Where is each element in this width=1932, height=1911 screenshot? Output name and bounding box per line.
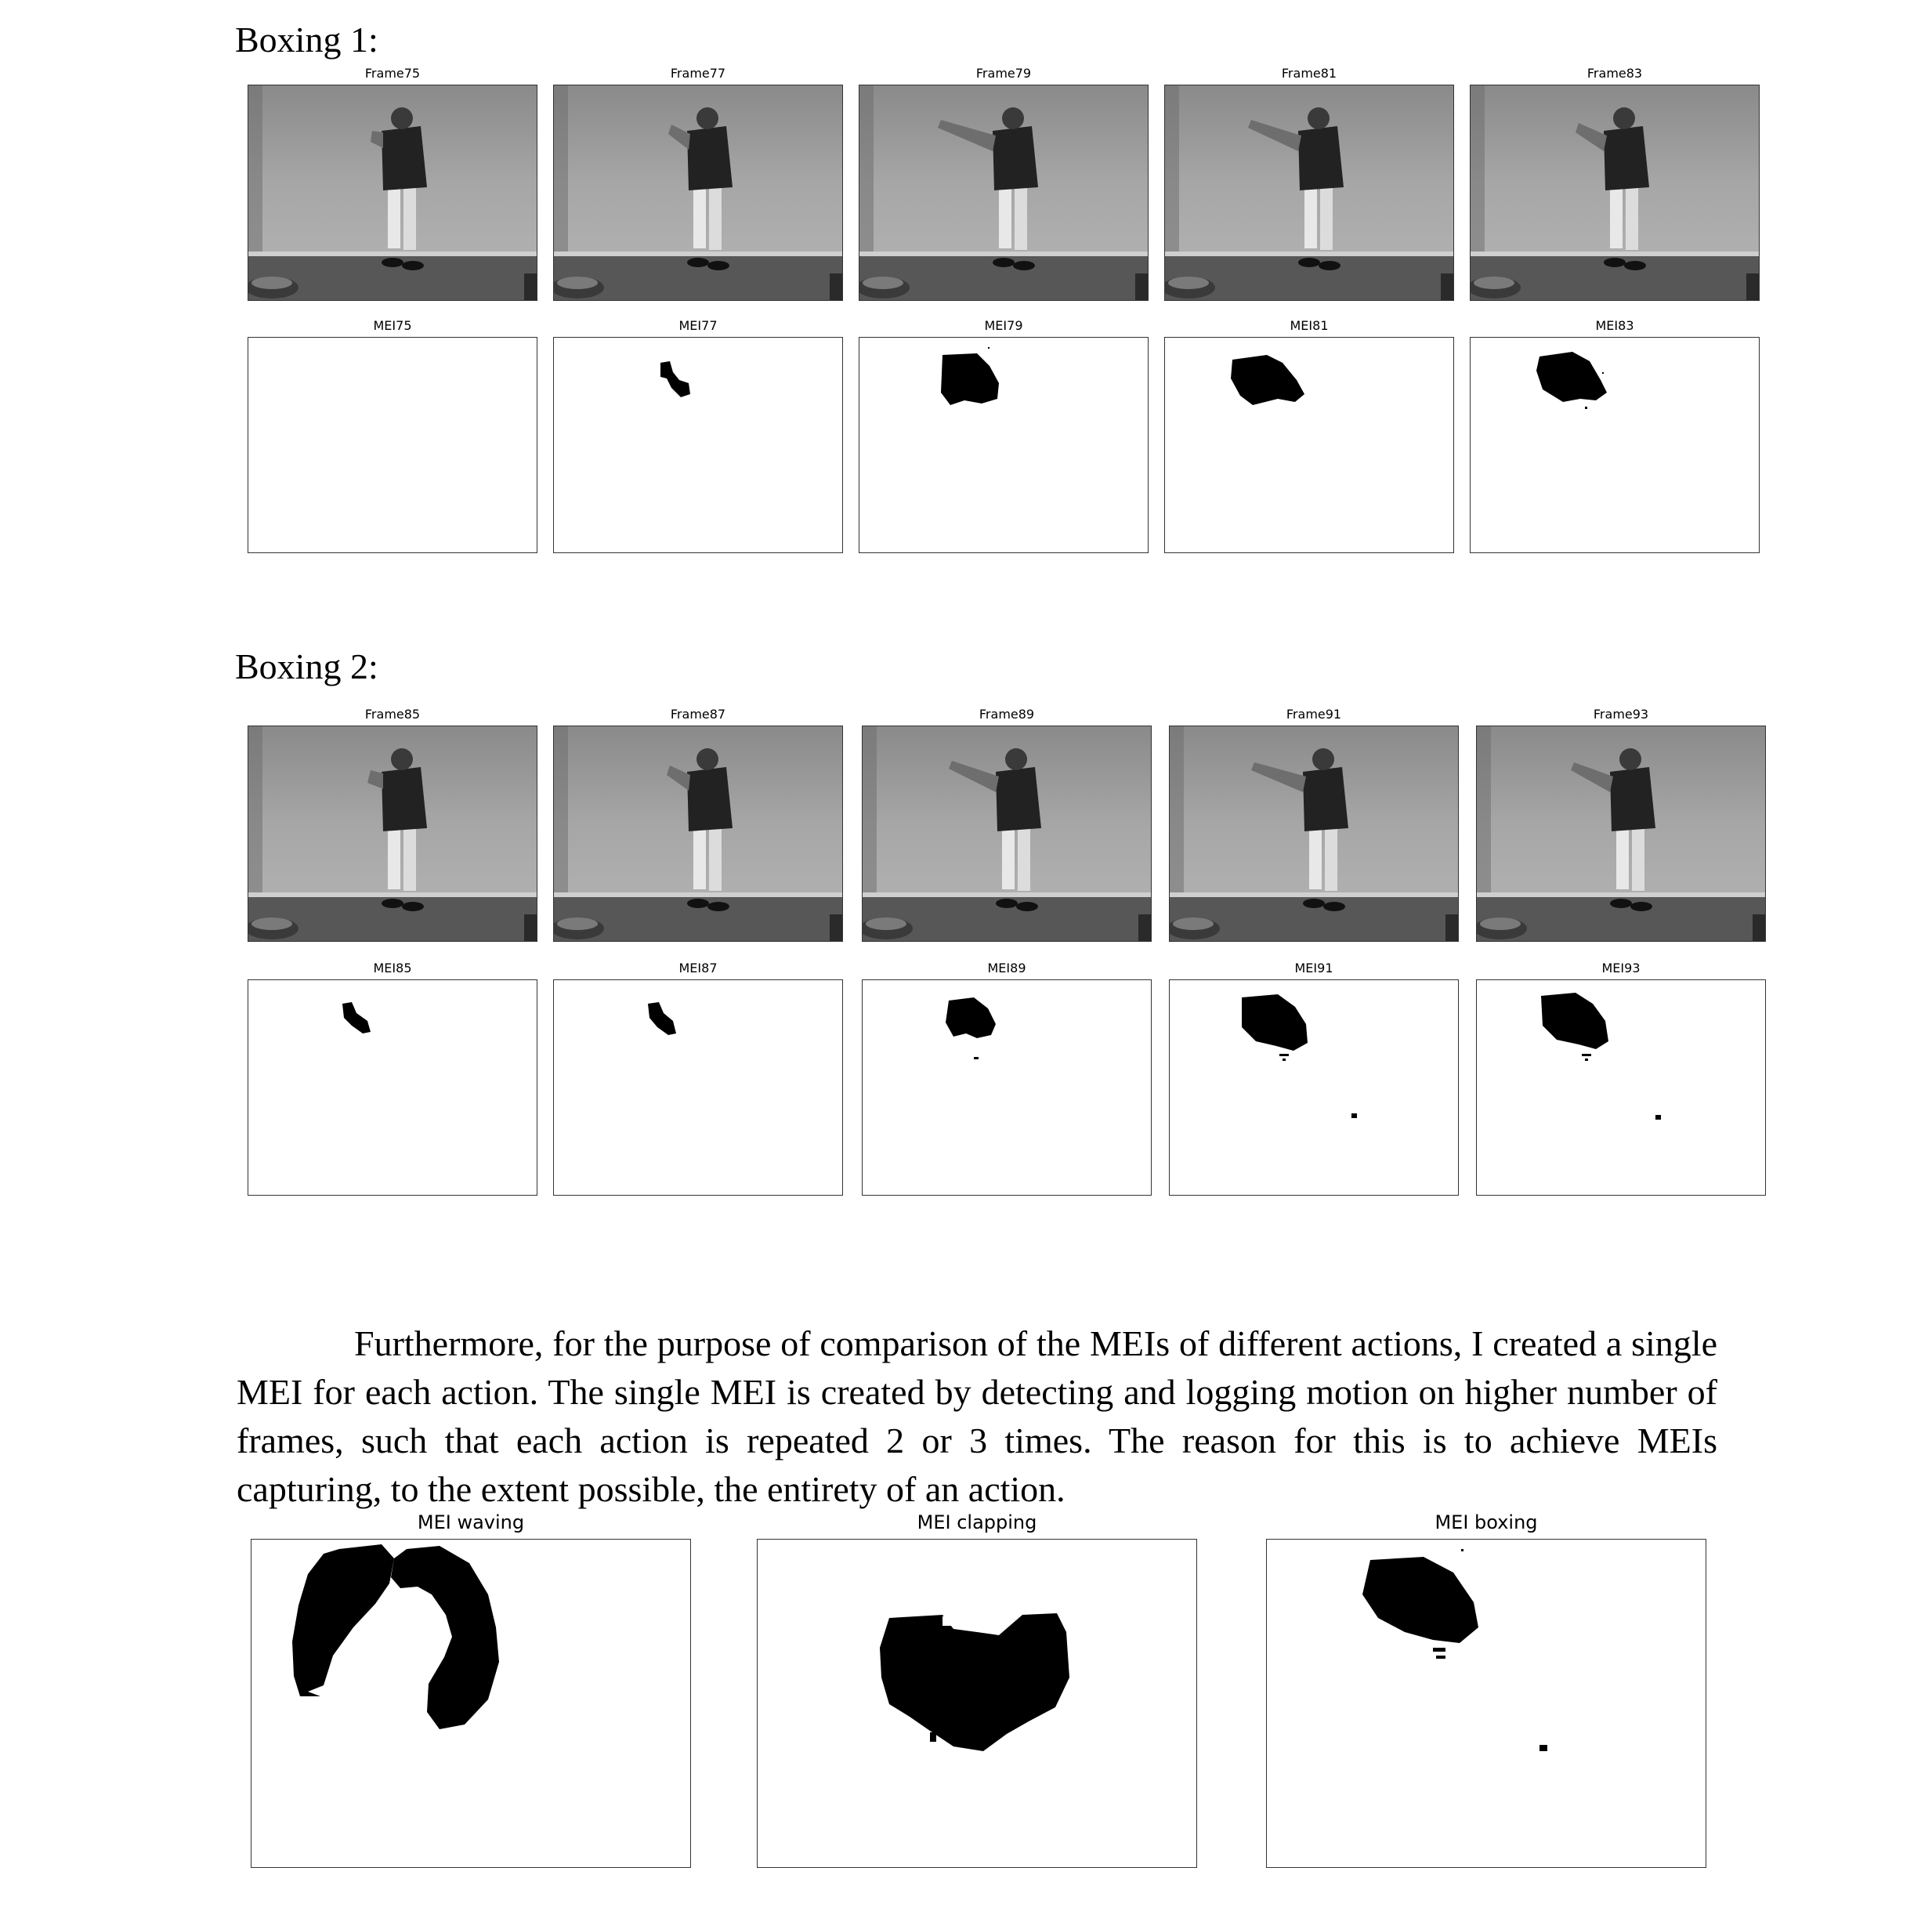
mei-waving-title: MEI waving bbox=[417, 1511, 525, 1533]
mei-title: MEI85 bbox=[373, 961, 412, 975]
mei-title: MEI89 bbox=[987, 961, 1026, 975]
frame-title: Frame93 bbox=[1593, 707, 1649, 722]
frame-image bbox=[1476, 726, 1766, 942]
frame-image bbox=[862, 726, 1152, 942]
body-paragraph: Furthermore, for the purpose of comparis… bbox=[237, 1323, 1717, 1509]
mei-image bbox=[859, 337, 1149, 553]
mei-boxing-panel: MEI boxing bbox=[1266, 1511, 1706, 1868]
frame-title: Frame87 bbox=[670, 707, 726, 722]
frame-title: Frame91 bbox=[1286, 707, 1342, 722]
mei-boxing-title: MEI boxing bbox=[1435, 1511, 1538, 1533]
mei-image bbox=[1169, 979, 1459, 1196]
frame-image bbox=[248, 726, 537, 942]
mei-waving-image bbox=[251, 1539, 691, 1868]
mei-title: MEI87 bbox=[678, 961, 718, 975]
boxing-2-frames-row: Frame85 Frame87 Frame89 Frame91 Frame93 bbox=[248, 707, 1783, 973]
mei-clapping-panel: MEI clapping bbox=[757, 1511, 1197, 1868]
mei-image bbox=[553, 337, 843, 553]
mei-title: MEI93 bbox=[1601, 961, 1641, 975]
mei-image bbox=[553, 979, 843, 1196]
mei-image bbox=[248, 979, 537, 1196]
mei-clapping-title: MEI clapping bbox=[917, 1511, 1037, 1533]
mei-image bbox=[248, 337, 537, 553]
boxing-1-frames-row: Frame75 Frame77 Frame79 Frame81 Frame83 bbox=[248, 66, 1783, 332]
mei-title: MEI75 bbox=[373, 318, 412, 333]
frame-image bbox=[553, 85, 843, 301]
mei-image bbox=[1476, 979, 1766, 1196]
frame-image bbox=[1169, 726, 1459, 942]
frame-title: Frame79 bbox=[975, 66, 1032, 81]
boxing-2-mei-row: MEI85 MEI87 MEI89 MEI91 MEI93 bbox=[248, 961, 1783, 1227]
mei-title: MEI83 bbox=[1595, 318, 1634, 333]
frame-image bbox=[553, 726, 843, 942]
frame-title: Frame85 bbox=[364, 707, 421, 722]
mei-clapping-image bbox=[757, 1539, 1197, 1868]
mei-title: MEI77 bbox=[678, 318, 718, 333]
frame-title: Frame77 bbox=[670, 66, 726, 81]
frame-image bbox=[1164, 85, 1454, 301]
frame-image bbox=[859, 85, 1149, 301]
frame-title: Frame83 bbox=[1586, 66, 1643, 81]
mei-image bbox=[862, 979, 1152, 1196]
mei-image bbox=[1164, 337, 1454, 553]
mei-image bbox=[1470, 337, 1760, 553]
mei-waving-panel: MEI waving bbox=[251, 1511, 691, 1868]
frame-image bbox=[248, 85, 537, 301]
section-heading-boxing-2: Boxing 2: bbox=[235, 646, 378, 686]
frame-title: Frame75 bbox=[364, 66, 421, 81]
mei-title: MEI79 bbox=[984, 318, 1023, 333]
frame-image bbox=[1470, 85, 1760, 301]
frame-title: Frame81 bbox=[1281, 66, 1337, 81]
mei-boxing-image bbox=[1266, 1539, 1706, 1868]
mei-title: MEI81 bbox=[1290, 318, 1329, 333]
boxing-1-mei-row: MEI75 MEI77 MEI79 MEI81 MEI83 bbox=[248, 318, 1783, 585]
section-heading-boxing-1: Boxing 1: bbox=[235, 20, 378, 60]
mei-title: MEI91 bbox=[1294, 961, 1333, 975]
frame-title: Frame89 bbox=[979, 707, 1035, 722]
